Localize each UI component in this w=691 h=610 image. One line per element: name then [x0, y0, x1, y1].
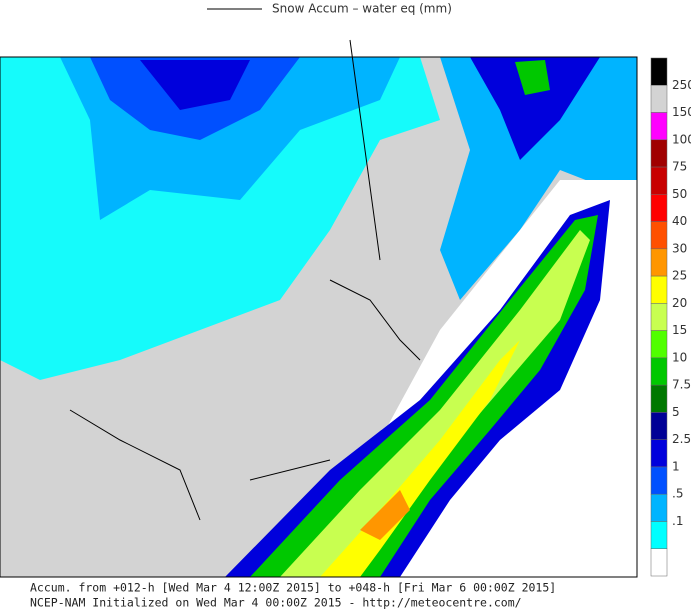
title: Snow Accum – water eq (mm): [272, 2, 452, 16]
colorbar: 250 150 100 75 50 40 30 25 20 15 10 7.5 5 2.5 1 .5 .1: [650, 57, 691, 577]
colorbar-label: 20: [672, 296, 687, 310]
colorbar-box: [650, 248, 668, 277]
colorbar-box: [650, 221, 668, 250]
colorbar-box: [650, 412, 668, 440]
colorbar-box: [650, 57, 668, 86]
colorbar-label: 1: [672, 459, 680, 473]
colorbar-box: [650, 166, 668, 195]
colorbar-box: [650, 330, 668, 359]
colorbar-box: [650, 466, 668, 495]
colorbar-label: 250: [672, 78, 691, 92]
colorbar-label: 15: [672, 323, 687, 337]
colorbar-label: 30: [672, 241, 687, 255]
colorbar-box: [650, 303, 668, 331]
colorbar-box: [650, 275, 668, 304]
colorbar-label: .1: [672, 514, 683, 528]
colorbar-box: [650, 521, 668, 549]
colorbar-label: 100: [672, 132, 691, 146]
colorbar-box: [650, 139, 668, 168]
colorbar-box: [650, 112, 668, 141]
colorbar-box: [650, 357, 668, 386]
colorbar-box: [650, 493, 668, 522]
footer-line: Accum. from +012-h [Wed Mar 4 12:00Z 201…: [30, 581, 556, 595]
colorbar-label: 7.5: [672, 378, 691, 392]
colorbar-box: [650, 85, 668, 113]
colorbar-label: 2.5: [672, 432, 691, 446]
colorbar-label: 40: [672, 214, 687, 228]
colorbar-box: [650, 548, 668, 577]
colorbar-label: 150: [672, 105, 691, 119]
colorbar-label: 5: [672, 405, 680, 419]
colorbar-label: 10: [672, 350, 687, 364]
colorbar-label: .5: [672, 487, 683, 501]
colorbar-box: [650, 384, 668, 413]
footer-line: NCEP-NAM Initialized on Wed Mar 4 00:00Z…: [30, 596, 522, 610]
colorbar-label: 75: [672, 160, 687, 174]
colorbar-label: 50: [672, 187, 687, 201]
map: [0, 39, 638, 578]
colorbar-label: 25: [672, 269, 687, 283]
colorbar-box: [650, 194, 668, 222]
colorbar-box: [650, 439, 668, 468]
